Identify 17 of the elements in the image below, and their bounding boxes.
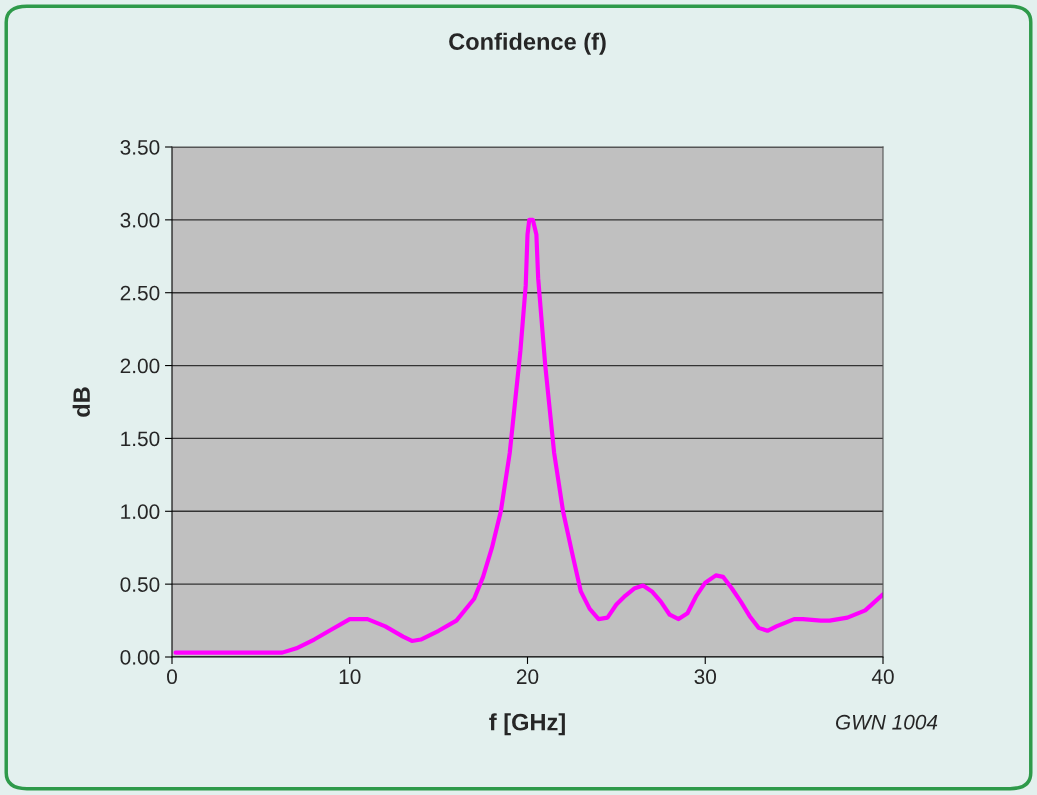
- y-tick-label: 0.00: [120, 650, 160, 665]
- x-tick-label: 30: [694, 669, 717, 685]
- x-tick-label: 40: [871, 669, 894, 685]
- x-tick-label: 10: [339, 669, 361, 685]
- y-tick-label: 0.50: [120, 577, 160, 592]
- x-tick-label: 20: [516, 669, 539, 685]
- y-tick-label: 3.50: [120, 140, 160, 155]
- y-tick-label: 1.50: [121, 431, 160, 447]
- y-tick-label: 1.00: [121, 504, 160, 520]
- chart-title: Confidence (f): [449, 32, 606, 55]
- x-axis-title: f [GHz]: [489, 713, 565, 736]
- y-tick-label: 2.00: [120, 358, 160, 374]
- y-tick-label: 3.00: [120, 212, 160, 228]
- y-axis-title: dB: [72, 387, 90, 417]
- text: GWN 1004: [835, 714, 938, 730]
- y-tick-label: 2.50: [120, 285, 160, 301]
- x-tick-label: 0: [167, 669, 177, 685]
